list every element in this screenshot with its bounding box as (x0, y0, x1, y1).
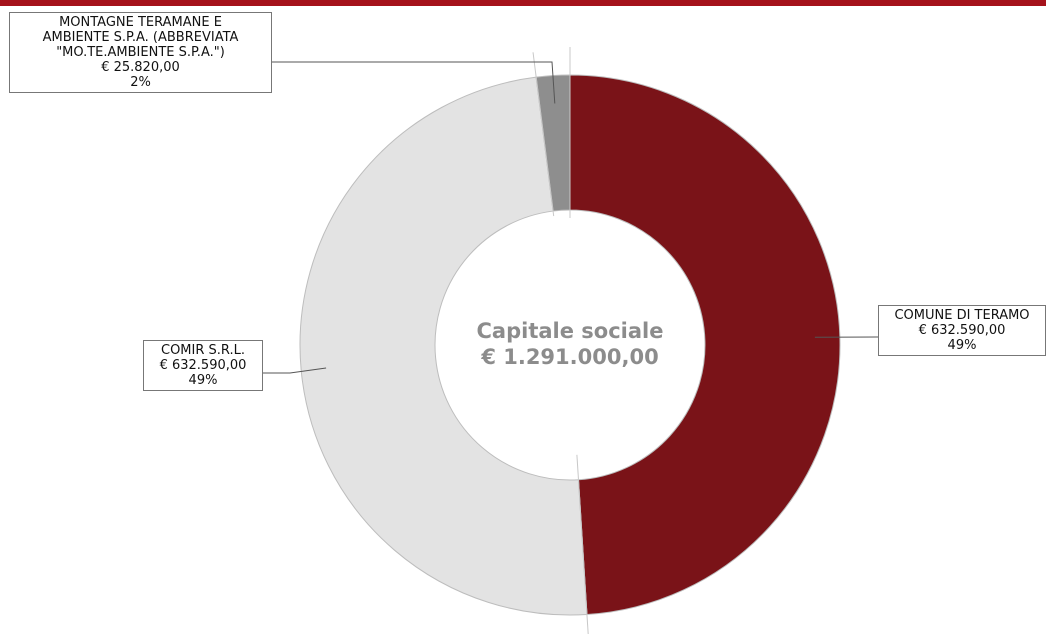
boundary-tick-small (532, 52, 555, 217)
slice-label-percent: 49% (188, 373, 218, 388)
center-label: Capitale sociale € 1.291.000,00 (420, 318, 720, 370)
slice-label-name-line1: MONTAGNE TERAMANE E (59, 15, 222, 30)
center-value: € 1.291.000,00 (481, 345, 659, 369)
leaders-layer (263, 47, 879, 634)
slice-label-name: COMIR S.R.L. (161, 343, 245, 358)
slice-label-value: € 632.590,00 (159, 358, 247, 373)
slice-label-name-line2: AMBIENTE S.P.A. (ABBREVIATA (42, 30, 239, 45)
slices-layer (299, 74, 841, 616)
leader-line-comir (263, 367, 327, 374)
slice-label-comir: COMIR S.R.L. € 632.590,00 49% (143, 340, 263, 391)
slice-label-montagne-teramane: MONTAGNE TERAMANE E AMBIENTE S.P.A. (ABB… (9, 12, 272, 93)
center-title: Capitale sociale (476, 319, 664, 343)
boundary-tick-bottom (576, 454, 589, 634)
slice-label-value: € 25.820,00 (101, 60, 180, 75)
slice-comune-di-teramo (569, 74, 841, 615)
slice-label-name: COMUNE DI TERAMO (894, 308, 1030, 323)
top-accent-bar (0, 0, 1046, 6)
slice-label-percent: 49% (947, 338, 977, 353)
slice-label-percent: 2% (130, 75, 151, 90)
slice-label-comune-di-teramo: COMUNE DI TERAMO € 632.590,00 49% (878, 305, 1046, 356)
leader-line-montagne-teramane (272, 61, 556, 104)
slice-comir (299, 76, 588, 616)
slice-label-value: € 632.590,00 (918, 323, 1006, 338)
slice-label-name-line3: "MO.TE.AMBIENTE S.P.A.") (56, 45, 225, 60)
